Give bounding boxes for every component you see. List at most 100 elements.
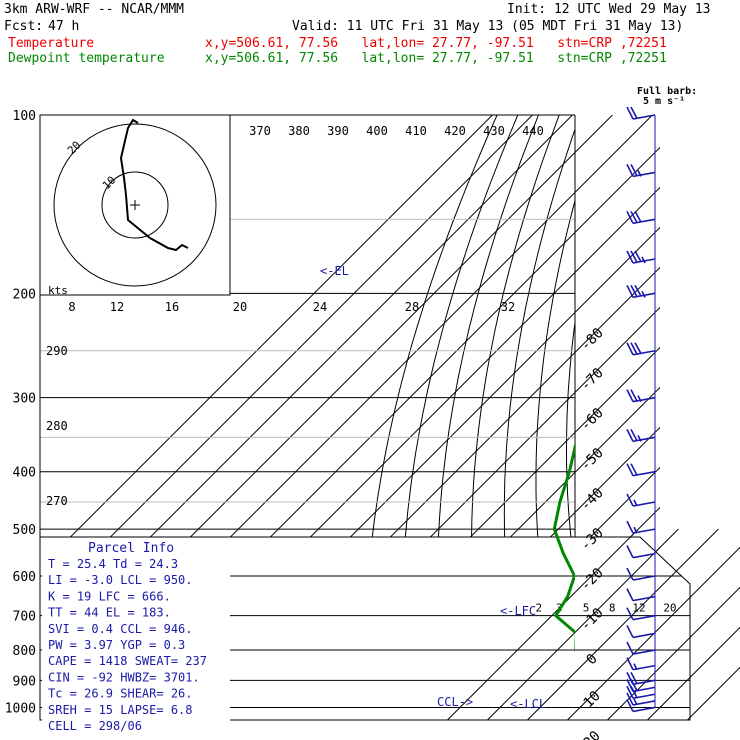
parcel-row-bg xyxy=(42,685,230,701)
dry-adiabat-label: 280 xyxy=(46,419,68,433)
pressure-tick-label: 800 xyxy=(13,644,36,659)
wind-barb-flag xyxy=(626,463,634,477)
temperature-location: x,y=506.61, 77.56 lat,lon= 27.77, -97.51… xyxy=(205,36,667,51)
pressure-tick-label: 500 xyxy=(13,523,36,538)
parcel-info-row: CIN = -92 HWBZ= 3701. xyxy=(48,670,200,684)
wind-barb-flag xyxy=(626,284,634,298)
hodograph-trace xyxy=(119,118,189,252)
parcel-info-row: CELL = 298/06 xyxy=(48,719,142,733)
pressure-tick-label: 400 xyxy=(13,466,36,481)
barb-legend: Full barb: xyxy=(637,86,697,97)
mixing-ratio-label: 8 xyxy=(609,602,616,615)
panel-isotherm xyxy=(487,528,679,721)
hodo-ring-inner xyxy=(101,171,169,239)
panel-isotherm xyxy=(447,528,639,721)
panel-isotherm xyxy=(607,586,740,721)
wind-barb-flag xyxy=(626,685,634,699)
pressure-tick-label: 200 xyxy=(13,287,36,302)
wind-barb xyxy=(632,575,656,581)
mixing-ratio-label: 5 xyxy=(583,602,590,615)
parcel-row-bg xyxy=(42,653,230,669)
parcel-row-bg xyxy=(42,669,230,685)
wind-barb-flag xyxy=(630,389,638,402)
forecast-hour: 47 h xyxy=(48,19,80,34)
wind-barb-flag xyxy=(626,567,634,581)
parcel-info-row: TT = 44 EL = 183. xyxy=(48,606,171,620)
panel-isotherm xyxy=(527,528,719,721)
theta-label: 440 xyxy=(522,124,544,138)
wind-barb xyxy=(632,706,656,713)
wind-barb-half xyxy=(641,290,646,298)
model-title: 3km ARW-WRF -- NCAR/MMM xyxy=(4,2,185,17)
temperature-legend: Temperature xyxy=(8,36,95,51)
isotherm-line xyxy=(40,115,533,609)
wind-barb-flag xyxy=(626,657,634,670)
parcel-info-row: LI = -3.0 LCL = 950. xyxy=(48,573,193,587)
pressure-tick-label: 700 xyxy=(13,610,36,625)
parcel-row-bg xyxy=(42,637,230,652)
wind-barb-flag xyxy=(630,284,638,298)
mixing-ratio-label: 2 xyxy=(535,602,542,615)
valid-time: Valid: 11 UTC Fri 31 May 13 (05 MDT Fri … xyxy=(292,19,684,34)
wind-barb-flag xyxy=(630,463,638,476)
theta-label: 390 xyxy=(327,124,349,138)
lfc-label: <-LFC xyxy=(500,604,536,618)
hodo-ring-outer xyxy=(53,123,217,287)
theta-label: 420 xyxy=(444,124,466,138)
wind-barb-flag xyxy=(626,342,634,356)
theta-label: 410 xyxy=(405,124,427,138)
parcel-info-row: SREH = 15 LAPSE= 6.8 xyxy=(48,703,193,717)
pressure-tick-label: 300 xyxy=(13,392,36,407)
parcel-row-bg xyxy=(42,604,230,620)
wind-barb-flag xyxy=(626,106,634,120)
dewpoint-location: x,y=506.61, 77.56 lat,lon= 27.77, -97.51… xyxy=(205,51,667,66)
wind-barb-flag xyxy=(626,545,634,558)
ccl-label: CCL-> xyxy=(437,695,473,709)
el-label: <-EL xyxy=(320,264,349,278)
wind-barb-half xyxy=(641,256,646,264)
wind-barb-flag xyxy=(626,625,634,638)
hodo-speed-label: 28 xyxy=(405,300,419,314)
forecast-label: Fcst: xyxy=(4,19,44,34)
theta-label: 370 xyxy=(249,124,271,138)
wind-barb-flag xyxy=(634,342,642,354)
isotherm-label: -40 xyxy=(578,485,607,514)
parcel-row-bg xyxy=(42,556,230,571)
pressure-tick-label: 600 xyxy=(13,570,36,585)
wind-barb xyxy=(632,632,656,639)
parcel-row-bg xyxy=(42,588,230,604)
init-time: Init: 12 UTC Wed 29 May 13 xyxy=(507,2,711,17)
parcel-row-bg xyxy=(42,620,230,636)
pressure-tick-label: 900 xyxy=(13,674,36,689)
isotherm-label: -60 xyxy=(578,405,607,434)
parcel-info-row: CAPE = 1418 SWEAT= 237 xyxy=(48,654,207,668)
wind-barb-flag xyxy=(626,428,634,442)
wind-barb-flag xyxy=(630,164,638,177)
wind-barb-half xyxy=(637,395,642,403)
isotherm-label: -70 xyxy=(578,365,607,394)
hodo-speed-label: 24 xyxy=(313,300,327,314)
parcel-info-row: K = 19 LFC = 666. xyxy=(48,589,171,603)
wind-barb xyxy=(632,552,656,559)
isotherm-line xyxy=(687,115,740,720)
isotherm-label: -80 xyxy=(578,325,607,354)
pressure-tick-label: 100 xyxy=(13,109,36,124)
wind-barb-half xyxy=(637,170,642,177)
wind-barb-flag xyxy=(626,493,634,507)
wind-barb-half xyxy=(633,698,638,706)
mixing-ratio-label: 12 xyxy=(632,602,645,615)
theta-label: 430 xyxy=(483,124,505,138)
mixing-ratio-label: 20 xyxy=(663,602,676,615)
wind-barb-flag xyxy=(630,428,638,442)
panel-isotherm xyxy=(647,626,740,721)
hodo-speed-label: 16 xyxy=(165,300,179,314)
parcel-info-row: Tc = 26.9 SHEAR= 26. xyxy=(48,687,193,701)
dry-adiabat-label: 290 xyxy=(46,344,68,358)
isotherm-line xyxy=(40,115,493,569)
wind-barb-flag xyxy=(630,342,638,355)
wind-barb-flag xyxy=(626,210,634,224)
wind-barb-half xyxy=(637,434,642,442)
isotherm-label: -50 xyxy=(578,445,607,474)
parcel-row-bg xyxy=(42,718,230,733)
wind-barb-flag xyxy=(626,520,634,534)
